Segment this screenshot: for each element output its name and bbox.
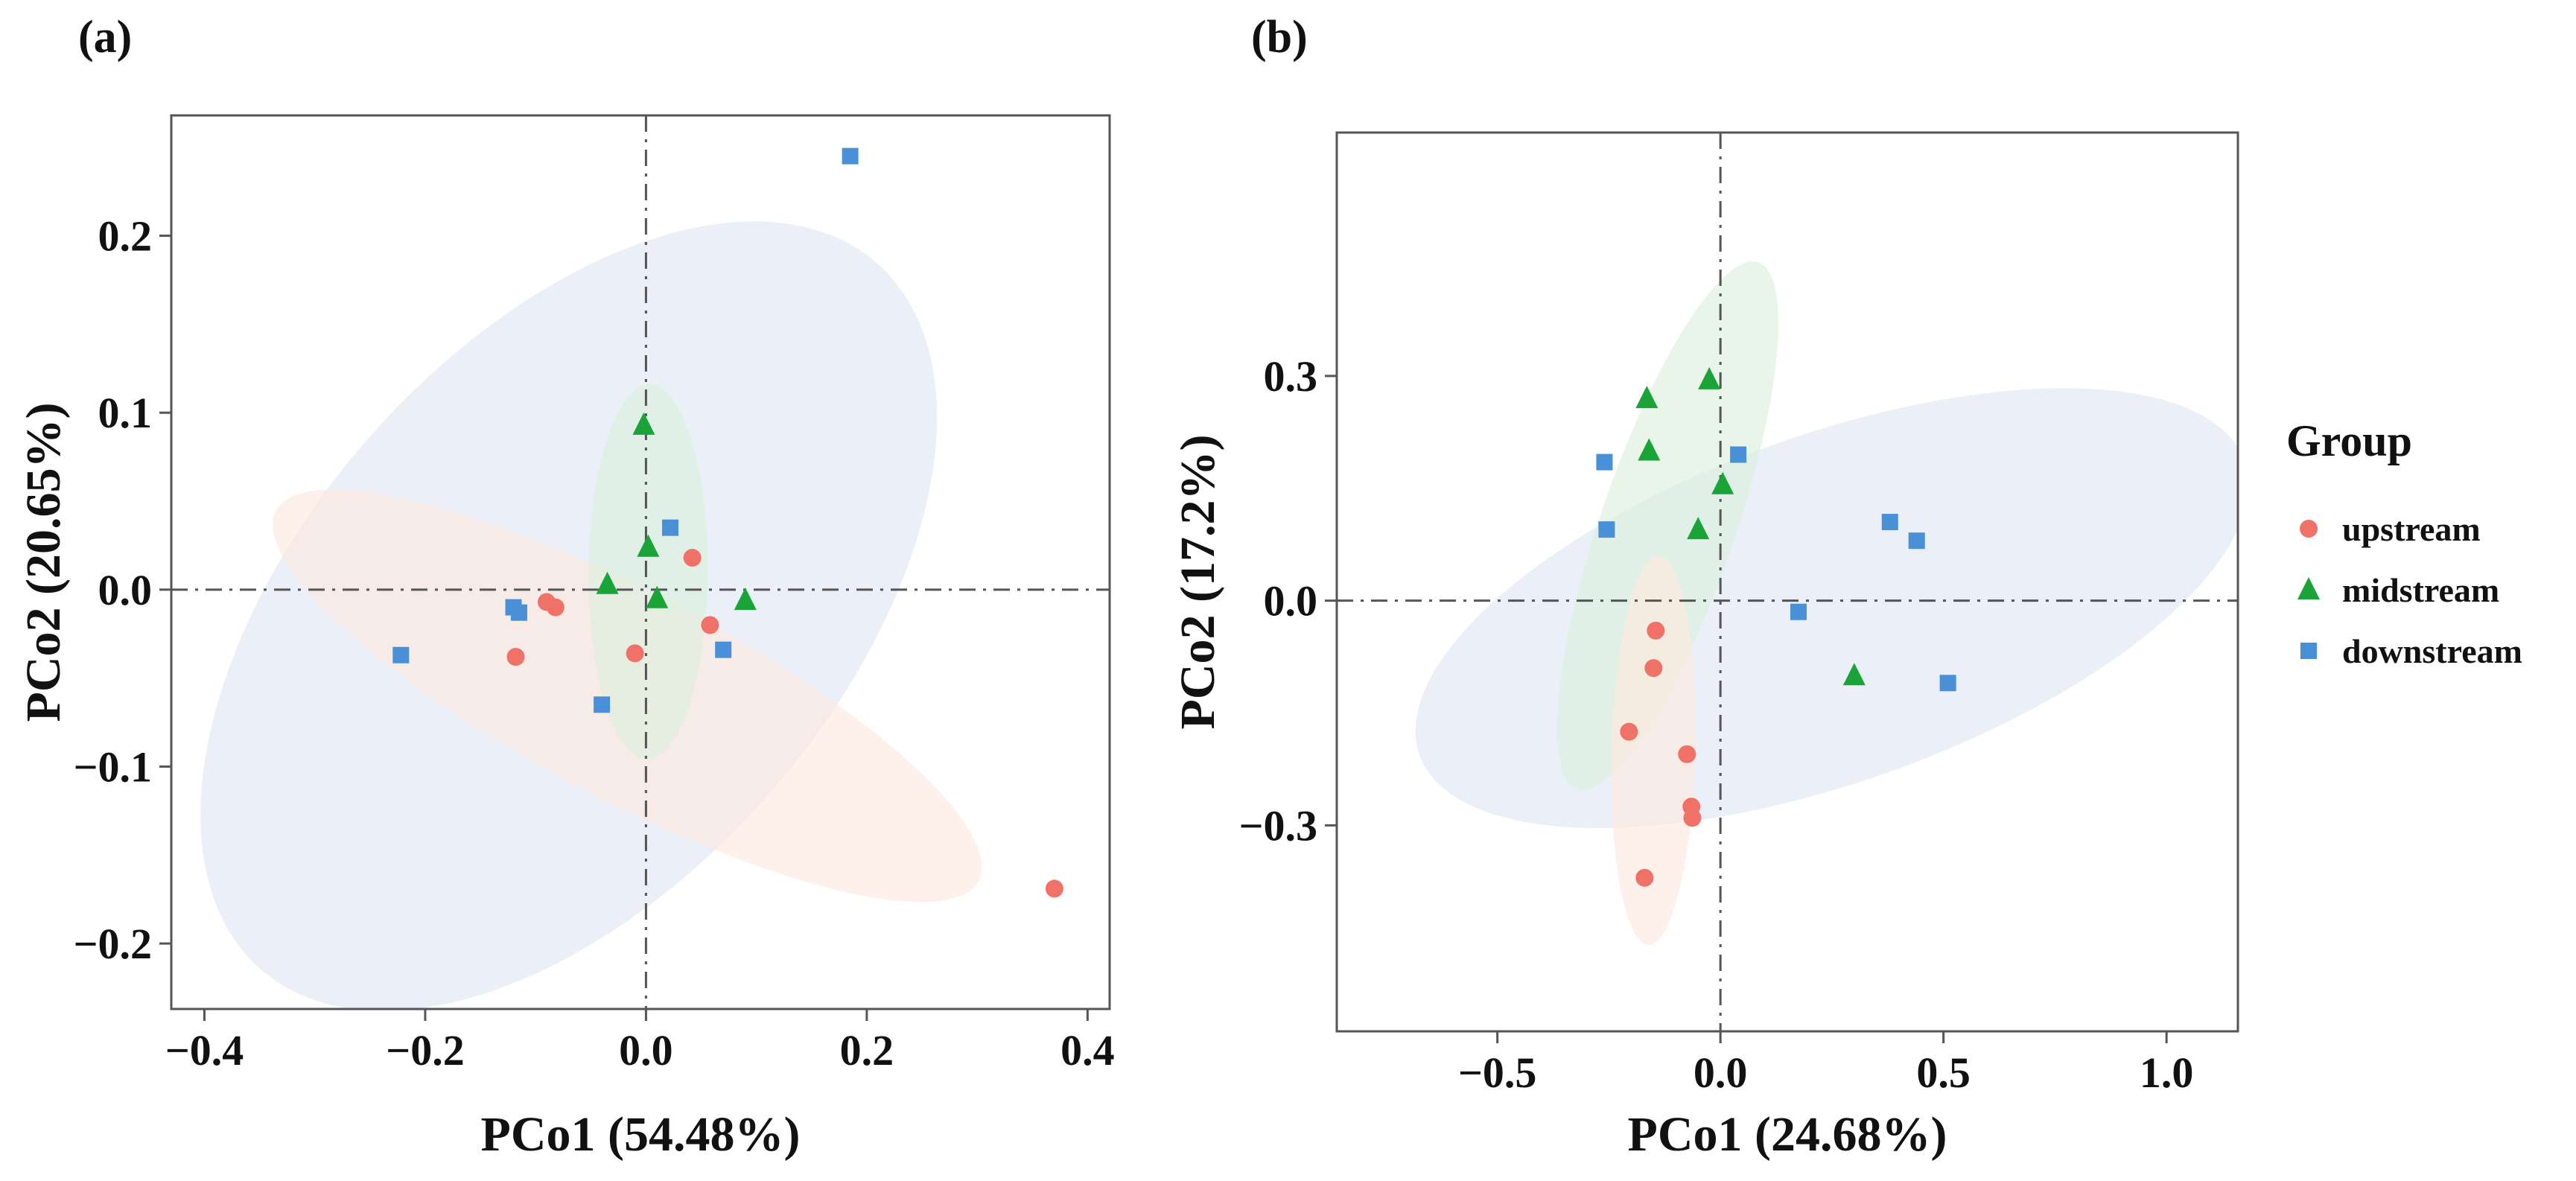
data-point-downstream (662, 519, 679, 536)
panel-a: −0.4 −0.2 0.0 0.2 0.4 −0.2 −0.1 0.0 0.1 0.2 PCo1 (… (16, 12, 1115, 1162)
data-point-upstream (1647, 621, 1665, 640)
y-tick-label: −0.2 (73, 920, 152, 968)
data-point-upstream (1678, 745, 1696, 763)
data-point-midstream (1842, 663, 1866, 686)
y-tick-label: 0.0 (1264, 577, 1318, 625)
data-point-upstream (1620, 722, 1638, 741)
panel-label: (b) (1251, 12, 1308, 63)
plot-frame (1335, 131, 2239, 1033)
data-point-upstream (1635, 868, 1654, 887)
data-point-midstream (1687, 517, 1710, 540)
x-tick-label: −0.2 (386, 1026, 465, 1075)
data-point-upstream (626, 644, 644, 663)
y-axis-title: PCo2 (17.2%) (1171, 435, 1225, 730)
legend-marker-midstream (2297, 577, 2320, 599)
y-tick-label: 0.0 (98, 566, 153, 614)
legend: Group upstream midstream downstream (2286, 416, 2522, 670)
x-tick-label: 0.0 (619, 1026, 673, 1075)
y-tick-label: 0.3 (1264, 352, 1318, 401)
y-tick-label: 0.2 (98, 212, 153, 261)
legend-marker-downstream (2300, 643, 2317, 659)
legend-item-upstream: upstream (2300, 510, 2481, 548)
legend-marker-upstream (2300, 520, 2318, 538)
data-point-midstream (637, 534, 660, 557)
plot-frame (170, 114, 1111, 1010)
x-tick-label: −0.5 (1458, 1048, 1537, 1097)
data-point-upstream (1683, 809, 1702, 827)
confidence-ellipse-upstream (1611, 556, 1696, 946)
data-point-midstream (632, 412, 655, 435)
x-tick-label: 0.4 (1060, 1026, 1115, 1075)
data-point-downstream (842, 147, 859, 165)
data-point-upstream (506, 648, 525, 666)
plot-area (171, 115, 1110, 1009)
data-point-downstream (392, 646, 410, 663)
legend-label: midstream (2342, 571, 2499, 609)
data-point-upstream (546, 598, 565, 617)
legend-label: downstream (2342, 632, 2522, 670)
data-point-downstream (1596, 453, 1613, 471)
y-axis-title: PCo2 (20.65%) (16, 403, 71, 722)
panel-b: −0.5 0.0 0.5 1.0 −0.3 0.0 0.3 PCo1 (24.68%) PCo2… (1171, 12, 2239, 1162)
data-point-downstream (510, 604, 527, 621)
x-tick-label: 1.0 (2140, 1048, 2194, 1097)
data-point-downstream (1908, 532, 1925, 550)
data-point-upstream (683, 549, 702, 567)
data-point-midstream (646, 585, 669, 608)
data-point-downstream (1881, 514, 1898, 531)
confidence-ellipse-midstream (588, 384, 708, 760)
data-point-midstream (1711, 471, 1734, 494)
data-point-midstream (1638, 438, 1661, 461)
data-point-downstream (1598, 521, 1615, 538)
data-point-downstream (1790, 603, 1807, 620)
data-point-midstream (1698, 366, 1721, 389)
x-tick-label: −0.4 (165, 1026, 244, 1075)
data-point-downstream (1730, 446, 1747, 463)
x-tick-label: 0.0 (1694, 1048, 1748, 1097)
confidence-ellipse-downstream (1415, 388, 2238, 829)
confidence-ellipse-midstream (1556, 261, 1779, 790)
data-point-upstream (1644, 659, 1663, 678)
x-axis-title: PCo1 (24.68%) (1628, 1107, 1947, 1162)
y-tick-label: −0.1 (73, 742, 152, 791)
x-tick-label: 0.2 (840, 1026, 894, 1075)
data-point-midstream (1635, 386, 1659, 409)
x-tick-label: 0.5 (1916, 1048, 1971, 1097)
legend-label: upstream (2342, 510, 2481, 548)
legend-title: Group (2286, 416, 2412, 465)
plot-area (1337, 133, 2238, 1031)
y-tick-label: −0.3 (1238, 801, 1317, 850)
data-point-upstream (1045, 879, 1063, 898)
data-point-downstream (594, 696, 611, 713)
x-axis-title: PCo1 (54.48%) (481, 1107, 801, 1162)
panel-label: (a) (78, 12, 132, 63)
data-point-downstream (1939, 675, 1956, 692)
data-point-upstream (701, 616, 719, 634)
data-point-downstream (715, 641, 732, 658)
legend-item-midstream: midstream (2297, 571, 2499, 609)
y-tick-label: 0.1 (98, 389, 153, 437)
legend-item-downstream: downstream (2300, 632, 2522, 670)
data-point-midstream (596, 571, 619, 594)
data-point-midstream (734, 588, 757, 611)
